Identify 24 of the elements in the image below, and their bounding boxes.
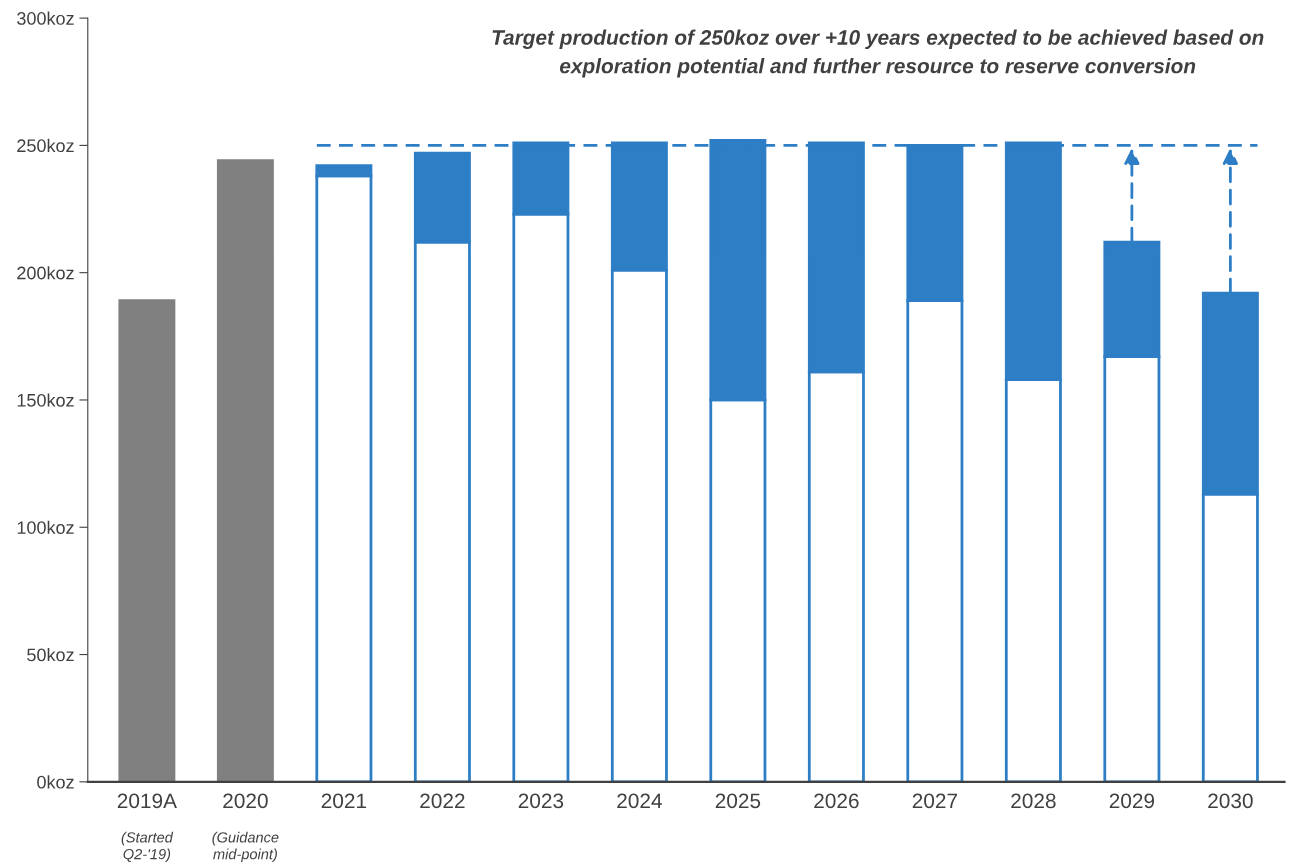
text: (Started Q2-'19)	[121, 831, 174, 862]
y-tick-label: 200koz	[17, 266, 74, 280]
x-tick-label: 2023	[518, 793, 564, 809]
y-tick-label: 50koz	[27, 648, 74, 662]
x-tick-label: 2021	[321, 793, 367, 809]
text: (Guidance mid-point)	[212, 831, 279, 862]
x-tick-label: 2019A	[117, 793, 177, 809]
x-tick-label: 2028	[1011, 793, 1056, 809]
y-tick-label: 0koz	[37, 775, 74, 789]
x-tick-label: 2025	[715, 793, 761, 809]
text: Target production of 250koz over +10 years expected to be achieved based on exploration potential and further resource to reserve conversion	[492, 29, 1264, 78]
bar	[118, 299, 176, 782]
x-tick-label: 2020	[223, 793, 268, 809]
x-tick-label: 2027	[912, 793, 957, 809]
y-tick-label: 300koz	[17, 11, 74, 25]
x-tick-label: 2022	[420, 793, 465, 809]
bar	[216, 159, 274, 782]
y-tick-label: 150koz	[17, 393, 74, 407]
y-tick-label: 250koz	[17, 138, 74, 153]
x-tick-label: 2029	[1109, 793, 1155, 809]
x-tick-label: 2024	[617, 793, 662, 809]
x-tick-label: 2030	[1208, 793, 1253, 809]
y-tick-label: 100koz	[17, 520, 74, 534]
x-tick-label: 2026	[814, 793, 859, 809]
